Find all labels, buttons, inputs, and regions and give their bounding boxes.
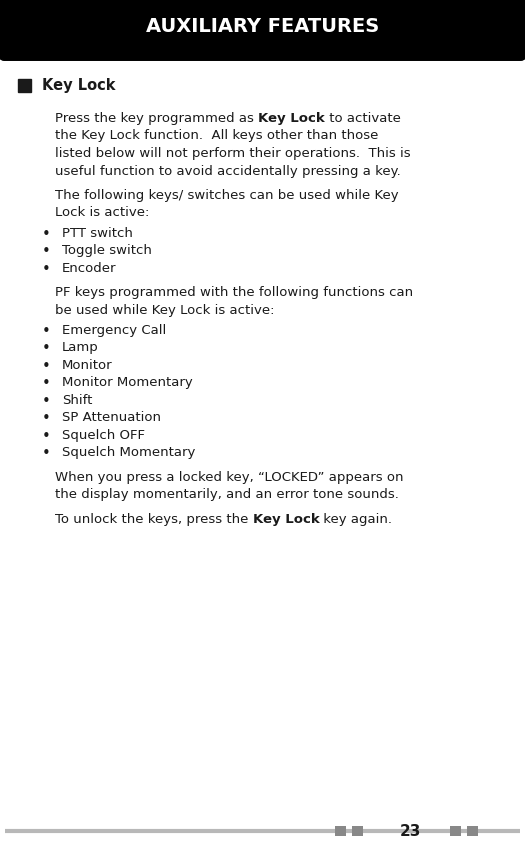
Text: Monitor: Monitor — [62, 359, 113, 372]
Text: •: • — [42, 245, 51, 259]
Text: listed below will not perform their operations.  This is: listed below will not perform their oper… — [55, 147, 411, 160]
Text: to activate: to activate — [325, 112, 401, 125]
Text: •: • — [42, 429, 51, 444]
Text: When you press a locked key, “LOCKED” appears on: When you press a locked key, “LOCKED” ap… — [55, 470, 404, 484]
Text: •: • — [42, 447, 51, 461]
Text: •: • — [42, 341, 51, 357]
Text: the display momentarily, and an error tone sounds.: the display momentarily, and an error to… — [55, 488, 399, 501]
Bar — [352, 826, 363, 836]
Text: Encoder: Encoder — [62, 261, 117, 274]
Text: Lamp: Lamp — [62, 341, 99, 354]
FancyBboxPatch shape — [0, 0, 525, 60]
Text: •: • — [42, 394, 51, 408]
Text: Monitor Momentary: Monitor Momentary — [62, 376, 193, 389]
Text: •: • — [42, 411, 51, 426]
Text: key again.: key again. — [319, 513, 392, 526]
Text: •: • — [42, 227, 51, 242]
Text: Squelch Momentary: Squelch Momentary — [62, 447, 195, 459]
Text: 23: 23 — [400, 824, 421, 839]
Text: Emergency Call: Emergency Call — [62, 323, 166, 337]
Text: Squelch OFF: Squelch OFF — [62, 429, 145, 441]
Text: PF keys programmed with the following functions can: PF keys programmed with the following fu… — [55, 286, 413, 299]
Text: useful function to avoid accidentally pressing a key.: useful function to avoid accidentally pr… — [55, 165, 401, 177]
Bar — [18, 79, 31, 92]
Text: Lock is active:: Lock is active: — [55, 206, 150, 220]
Text: •: • — [42, 323, 51, 339]
Text: Key Lock: Key Lock — [258, 112, 325, 125]
Text: Toggle switch: Toggle switch — [62, 245, 152, 257]
Text: Key Lock: Key Lock — [42, 78, 116, 93]
Text: AUXILIARY FEATURES: AUXILIARY FEATURES — [146, 17, 379, 37]
Text: the Key Lock function.  All keys other than those: the Key Lock function. All keys other th… — [55, 130, 379, 143]
Bar — [467, 826, 478, 836]
Bar — [450, 826, 461, 836]
Text: Shift: Shift — [62, 394, 92, 407]
Bar — [335, 826, 346, 836]
Text: •: • — [42, 359, 51, 374]
Text: •: • — [42, 261, 51, 277]
Text: To unlock the keys, press the: To unlock the keys, press the — [55, 513, 253, 526]
Text: •: • — [42, 376, 51, 391]
Text: PTT switch: PTT switch — [62, 227, 133, 239]
Text: be used while Key Lock is active:: be used while Key Lock is active: — [55, 304, 275, 317]
Text: Press the key programmed as: Press the key programmed as — [55, 112, 258, 125]
Text: The following keys/ switches can be used while Key: The following keys/ switches can be used… — [55, 189, 398, 202]
Text: Key Lock: Key Lock — [253, 513, 319, 526]
Text: SP Attenuation: SP Attenuation — [62, 411, 161, 424]
